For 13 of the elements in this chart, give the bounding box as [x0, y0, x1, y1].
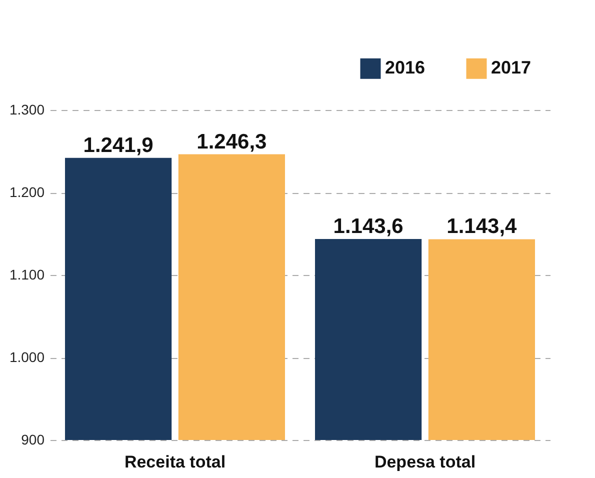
y-tick-label: 1.100 — [9, 266, 45, 282]
data-label: 1.241,9 — [83, 134, 154, 157]
y-tick-label: 1.000 — [9, 349, 45, 365]
x-tick-label: Receita total — [124, 452, 226, 472]
x-tick-label: Depesa total — [374, 452, 476, 472]
y-tick-label: 900 — [21, 432, 45, 448]
data-label: 1.143,4 — [446, 215, 518, 238]
y-tick-label: 1.200 — [9, 184, 45, 200]
legend-label: 2017 — [491, 58, 532, 78]
data-label: 1.246,3 — [196, 130, 267, 154]
data-label: 1.143,6 — [333, 215, 404, 238]
y-tick-label: 1.300 — [9, 102, 45, 118]
legend-label: 2016 — [385, 58, 426, 78]
